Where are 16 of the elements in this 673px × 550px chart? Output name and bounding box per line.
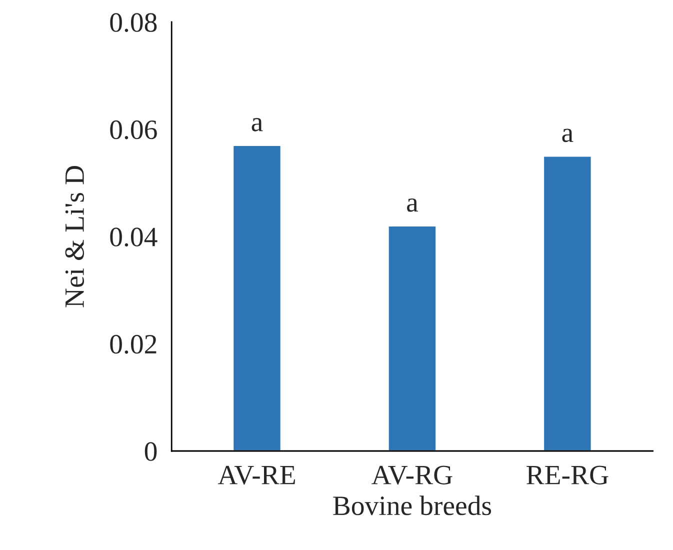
x-axis-title: Bovine breeds — [333, 496, 492, 516]
x-tick-label: AV-RE — [218, 466, 295, 485]
y-tick-label: 0.06 — [110, 120, 157, 140]
annotation: a — [252, 118, 263, 132]
bar — [542, 155, 592, 451]
y-tick-label: 0.02 — [110, 334, 156, 354]
y-tick-label: 0 — [144, 442, 157, 461]
x-tick-label: AV-RG — [372, 466, 452, 485]
annotation: a — [407, 198, 418, 212]
bar — [387, 225, 437, 451]
x-tick-label: RE-RG — [526, 466, 608, 484]
annotation: a — [562, 128, 574, 142]
bar — [232, 144, 282, 451]
y-tick-label: 0.08 — [110, 13, 157, 32]
y-tick-label: 0.04 — [110, 228, 158, 247]
y-axis-title: Nei & Li's D — [65, 166, 84, 308]
